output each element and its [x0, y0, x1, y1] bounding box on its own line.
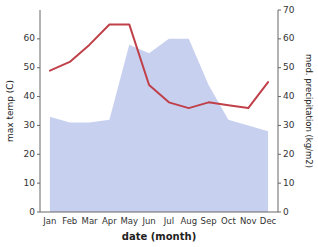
- y-tick-label: 50: [24, 62, 36, 72]
- y-tick: [37, 154, 40, 155]
- y2-tick: [278, 38, 281, 39]
- x-axis-title: date (month): [122, 231, 196, 242]
- y2-tick-label: 40: [283, 91, 295, 101]
- x-tick-label: Apr: [102, 216, 117, 226]
- plot-area: [50, 24, 268, 212]
- y-tick: [37, 96, 40, 97]
- x-tick-label: Jun: [141, 216, 155, 226]
- y2-tick: [278, 67, 281, 68]
- y-axis-line: [40, 10, 41, 212]
- y2-tick: [278, 154, 281, 155]
- y-tick: [37, 67, 40, 68]
- y2-tick-label: 30: [283, 120, 295, 130]
- x-tick-label: Jan: [42, 216, 56, 226]
- temperature-line: [50, 24, 268, 108]
- x-tick-label: Aug: [180, 216, 197, 226]
- y-tick: [37, 125, 40, 126]
- x-axis-line: [40, 212, 278, 213]
- y-tick-label: 10: [24, 178, 36, 188]
- x-tick-label: Dec: [260, 216, 277, 226]
- x-tick-label: Sep: [201, 216, 217, 226]
- y2-tick-label: 20: [283, 149, 295, 159]
- y2-tick-label: 0: [283, 207, 289, 217]
- x-tick-label: May: [120, 216, 138, 226]
- y2-tick: [278, 10, 281, 11]
- x-tick-label: Jul: [163, 216, 174, 226]
- chart: 0 10 20 30 40 50 60 0 10 20 30 40 50 60 70 Jan Feb MarApr…: [0, 0, 318, 247]
- y-tick: [37, 38, 40, 39]
- x-tick-label: Feb: [62, 216, 77, 226]
- y2-tick: [278, 125, 281, 126]
- y2-tick-label: 50: [283, 62, 295, 72]
- y-tick-label: 30: [24, 120, 36, 130]
- precipitation-area: [50, 39, 268, 212]
- y2-axis-title: med. precipitation (kg/m2): [304, 54, 314, 168]
- y2-tick: [278, 96, 281, 97]
- y-axis-title: max temp (C): [5, 80, 15, 142]
- y-tick-label: 0: [29, 207, 35, 217]
- y2-tick-label: 60: [283, 33, 295, 43]
- y2-tick-label: 70: [283, 5, 295, 15]
- y2-tick: [278, 212, 281, 213]
- y-tick: [37, 183, 40, 184]
- y-tick-label: 20: [24, 149, 36, 159]
- y2-tick: [278, 183, 281, 184]
- y-tick-label: 40: [24, 91, 36, 101]
- y-tick-label: 60: [24, 33, 36, 43]
- x-tick-label: Oct: [221, 216, 236, 226]
- y2-axis-line: [278, 10, 279, 212]
- y-tick: [37, 212, 40, 213]
- x-tick-label: Nov: [240, 216, 257, 226]
- x-tick-label: Mar: [82, 216, 99, 226]
- y2-tick-label: 10: [283, 178, 295, 188]
